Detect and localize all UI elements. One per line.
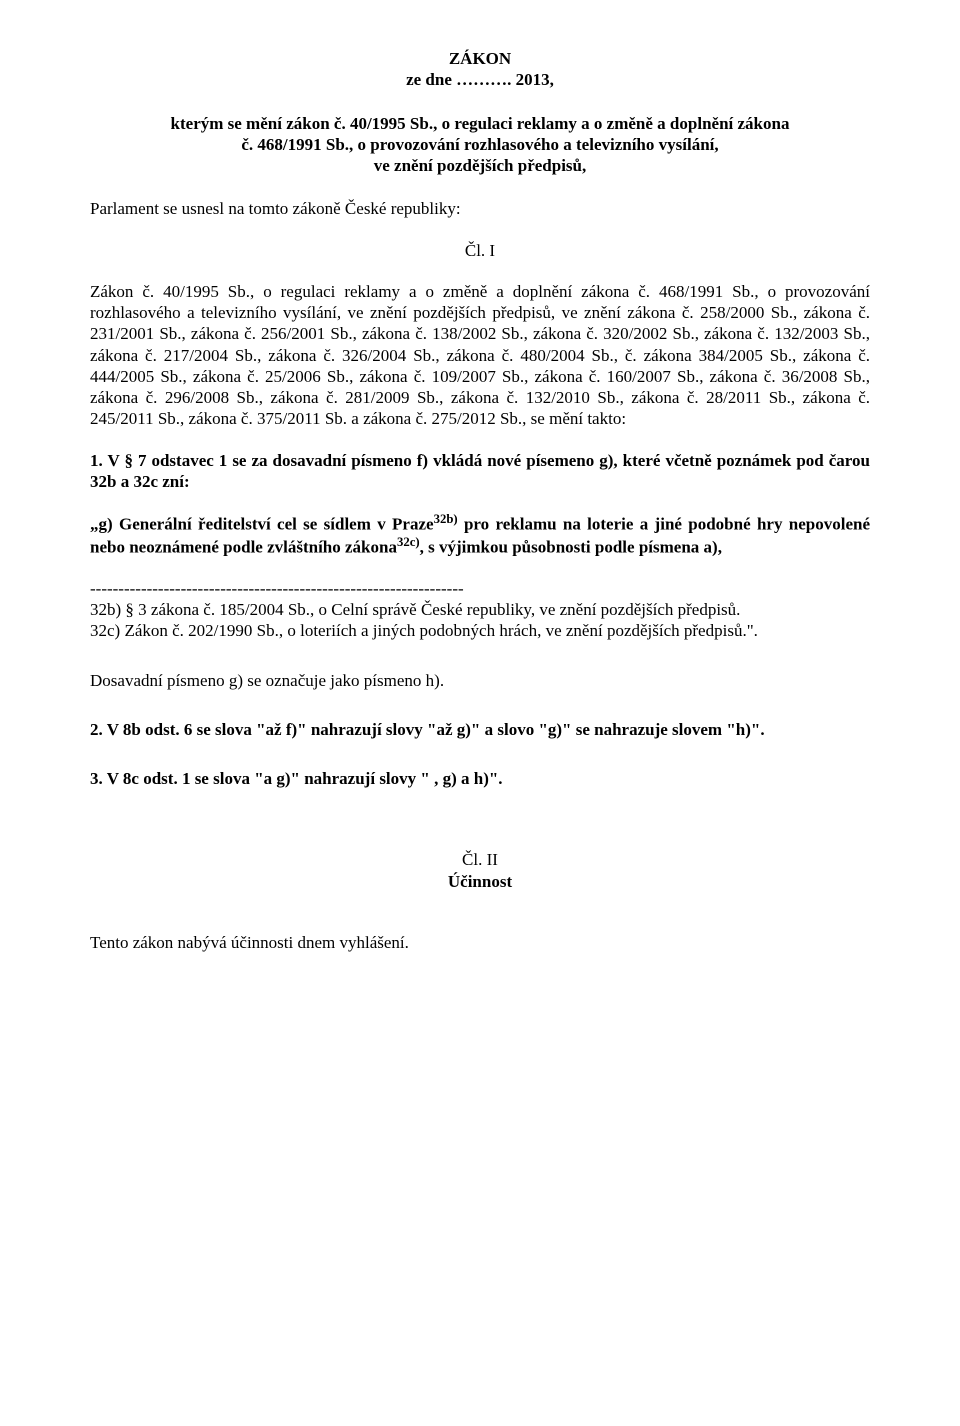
article-1-heading: Čl. I	[90, 240, 870, 261]
article-1-body: Zákon č. 40/1995 Sb., o regulaci reklamy…	[90, 281, 870, 430]
footnote-ref-32b: 32b)	[434, 512, 458, 526]
title-line-2: ze dne ………. 2013,	[90, 69, 870, 90]
subtitle-line-3: ve znění pozdějších předpisů,	[90, 155, 870, 176]
footnote-32c: 32c) Zákon č. 202/1990 Sb., o loteriích …	[90, 620, 870, 641]
amendment-1-intro: 1. V § 7 odstavec 1 se za dosavadní písm…	[90, 450, 870, 493]
footnote-ref-32c: 32c)	[397, 535, 420, 549]
title-block: ZÁKON ze dne ………. 2013,	[90, 48, 870, 91]
quote-pre: „g) Generální ředitelství cel se sídlem …	[90, 515, 434, 534]
footnote-32b: 32b) § 3 zákona č. 185/2004 Sb., o Celní…	[90, 599, 870, 620]
amendment-2: 2. V 8b odst. 6 se slova "až f)" nahrazu…	[90, 719, 870, 740]
preamble: Parlament se usnesl na tomto zákoně Česk…	[90, 198, 870, 219]
quote-post: , s výjimkou působnosti podle písmena a)…	[420, 538, 722, 557]
amendment-1-quote: „g) Generální ředitelství cel se sídlem …	[90, 512, 870, 558]
effective-date: Tento zákon nabývá účinnosti dnem vyhláš…	[90, 932, 870, 953]
title-line-1: ZÁKON	[90, 48, 870, 69]
footnote-separator: ----------------------------------------…	[90, 578, 870, 599]
document-page: ZÁKON ze dne ………. 2013, kterým se mění z…	[0, 0, 960, 1426]
article-2-subheading: Účinnost	[90, 871, 870, 892]
amendment-3: 3. V 8c odst. 1 se slova "a g)" nahrazuj…	[90, 768, 870, 789]
subtitle-line-2: č. 468/1991 Sb., o provozování rozhlasov…	[90, 134, 870, 155]
subtitle-block: kterým se mění zákon č. 40/1995 Sb., o r…	[90, 113, 870, 177]
renumber-note: Dosavadní písmeno g) se označuje jako pí…	[90, 670, 870, 691]
subtitle-line-1: kterým se mění zákon č. 40/1995 Sb., o r…	[90, 113, 870, 134]
article-2-heading: Čl. II	[90, 849, 870, 870]
